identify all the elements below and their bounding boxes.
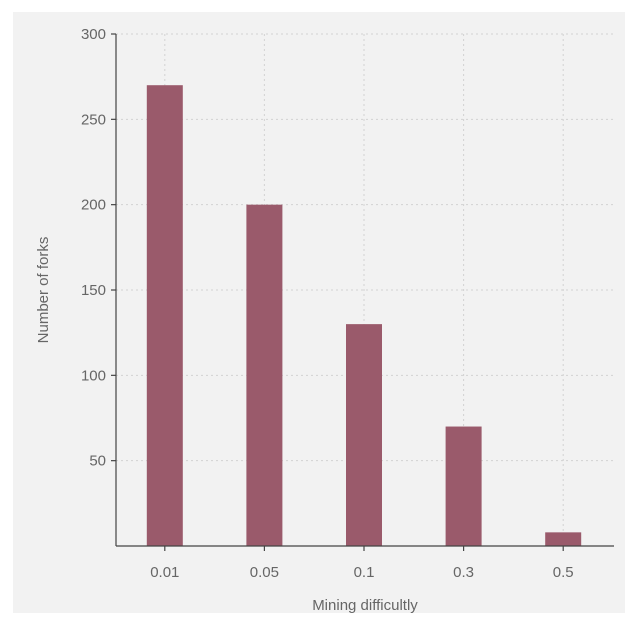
bar [445, 426, 482, 546]
y-tick-label: 50 [89, 453, 106, 470]
x-axis-label: Mining difficultly [312, 597, 418, 614]
x-tick-label: 0.3 [453, 564, 474, 581]
y-tick-labels: 50 100 150 200 250 300 [81, 26, 116, 470]
y-tick-label: 250 [81, 111, 106, 128]
y-tick-label: 200 [81, 197, 106, 214]
y-tick-label: 150 [81, 282, 106, 299]
x-tick-label: 0.5 [553, 564, 574, 581]
x-tick-label: 0.1 [354, 564, 375, 581]
bar [246, 204, 283, 546]
bar [346, 324, 382, 546]
y-axis-label: Number of forks [35, 237, 52, 344]
y-tick-label: 100 [81, 367, 106, 384]
bar [146, 85, 183, 546]
x-tick-label: 0.01 [150, 564, 179, 581]
y-tick-label: 300 [81, 26, 106, 43]
x-tick-labels: 0.01 0.05 0.1 0.3 0.5 [150, 546, 574, 581]
bars [146, 85, 582, 546]
bar [545, 532, 582, 546]
x-tick-label: 0.05 [250, 564, 279, 581]
chart-background [13, 12, 625, 613]
